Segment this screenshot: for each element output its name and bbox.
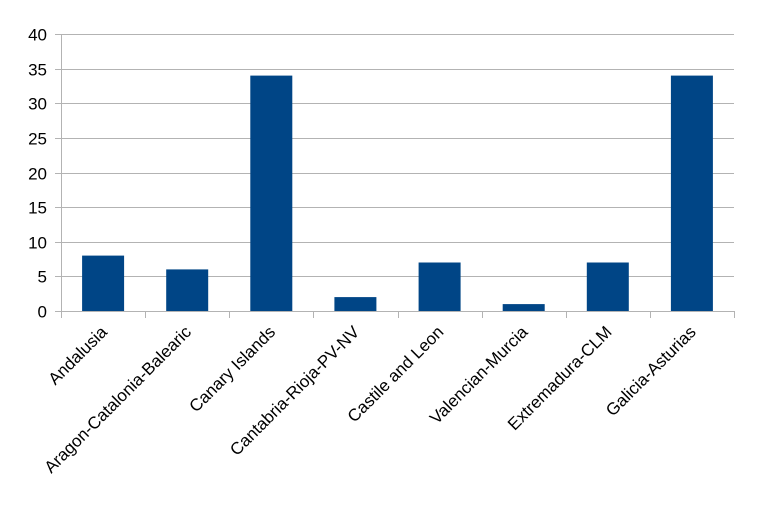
x-axis-tick-labels: AndalusiaAragon-Catalonia-BalearicCanary… xyxy=(41,322,700,477)
bar-aragon-catalonia-balearic xyxy=(166,269,209,311)
y-tick-label: 35 xyxy=(28,61,47,80)
x-tick-label: Aragon-Catalonia-Balearic xyxy=(41,322,196,477)
gridlines xyxy=(61,34,734,277)
bar-cantabria-rioja-pv-nv xyxy=(334,297,377,311)
bar-galicia-asturias xyxy=(670,75,713,311)
y-tick-label: 30 xyxy=(28,95,47,114)
bar-andalusia xyxy=(82,255,125,311)
bar-castile-and-leon xyxy=(418,262,461,311)
y-tick-label: 25 xyxy=(28,130,47,149)
y-tick-label: 20 xyxy=(28,165,47,184)
bar-extremadura-clm xyxy=(586,262,629,311)
y-tick-label: 5 xyxy=(38,268,47,287)
axes xyxy=(55,34,735,318)
bar-valencian-murcia xyxy=(502,304,545,311)
bar-canary-islands xyxy=(250,75,293,311)
x-tick-label: Galicia-Asturias xyxy=(602,322,700,420)
y-tick-label: 10 xyxy=(28,234,47,253)
y-tick-label: 15 xyxy=(28,199,47,218)
y-axis-tick-labels: 0 5 10 15 20 25 30 35 40 xyxy=(28,26,47,322)
x-tick-label: Canary Islands xyxy=(186,322,280,416)
x-tick-label: Andalusia xyxy=(45,322,112,389)
y-tick-label: 0 xyxy=(38,303,47,322)
bars xyxy=(82,75,713,311)
y-tick-label: 40 xyxy=(28,26,47,45)
